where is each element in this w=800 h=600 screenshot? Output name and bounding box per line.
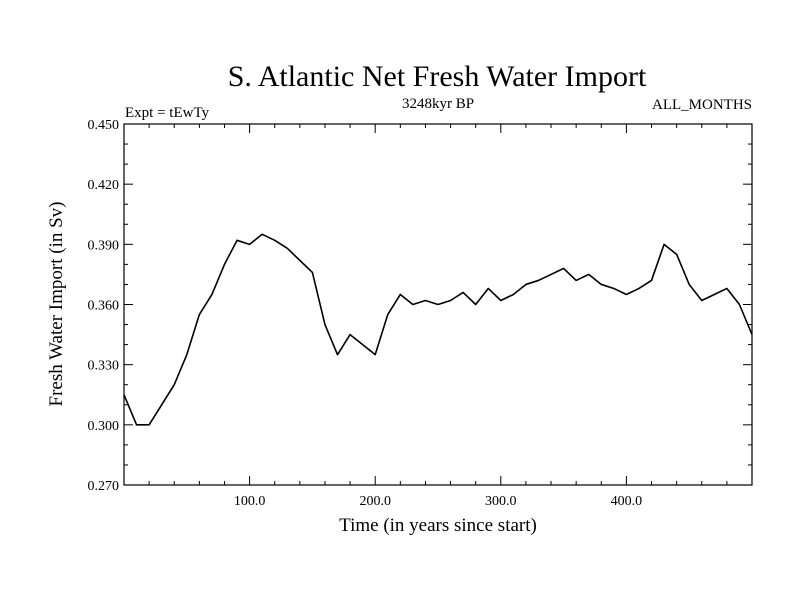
y-tick-label: 0.450 <box>88 118 120 133</box>
y-tick-label: 0.360 <box>88 299 120 314</box>
chart-title: S. Atlantic Net Fresh Water Import <box>228 60 647 93</box>
x-axis-title: Time (in years since start) <box>339 515 537 536</box>
y-tick-label: 0.420 <box>88 178 120 193</box>
x-tick-label: 100.0 <box>234 494 266 509</box>
experiment-label: Expt = tEwTy <box>125 105 210 121</box>
y-tick-label: 0.300 <box>88 419 120 434</box>
y-tick-label: 0.330 <box>88 359 120 374</box>
series-line <box>123 233 753 426</box>
y-tick-label: 0.390 <box>88 238 120 253</box>
y-tick-label: 0.270 <box>88 479 120 494</box>
x-tick-label: 400.0 <box>611 494 643 509</box>
axis-ticks: 100.0 200.0 300.0 400.0 0.270 0.300 0.330 0.360… <box>88 118 752 509</box>
y-axis-title: Fresh Water Import (in Sv) <box>46 202 67 407</box>
x-tick-label: 300.0 <box>485 494 517 509</box>
period-label: 3248kyr BP <box>402 96 474 112</box>
months-label: ALL_MONTHS <box>652 97 752 113</box>
x-tick-label: 200.0 <box>359 494 391 509</box>
series-layer <box>123 233 753 426</box>
